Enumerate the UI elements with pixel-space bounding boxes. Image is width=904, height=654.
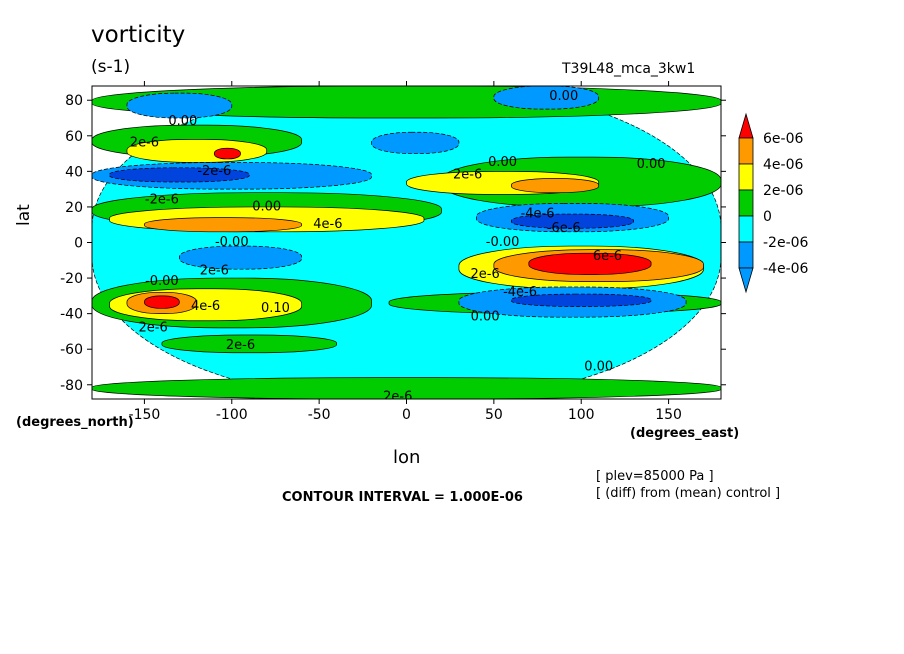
contour-region-orange [510,178,600,194]
x-tick-label: -50 [308,407,331,423]
contour-label: 2e-6 [226,338,255,353]
x-axis-label: lon [393,447,421,468]
contour-label: 0.00 [584,359,613,374]
x-tick-label: 50 [485,407,503,423]
units-label: (s-1) [91,57,131,77]
contour-label: 0.00 [637,157,666,172]
contour-label: 4e-6 [313,217,342,232]
contour-region-green [161,334,337,354]
contour-interval-note: CONTOUR INTERVAL = 1.000E-06 [282,490,523,505]
contour-label: 2e-6 [453,167,482,182]
contour-label: -0.00 [215,235,249,250]
contour-label: 2e-6 [139,320,168,335]
plev-note: [ plev=85000 Pa ] [596,469,714,484]
contour-label: 6e-6 [593,249,622,264]
colorbar-band-orange [738,137,754,165]
colorbar-band-yellow [738,163,754,191]
contour-label: 0.00 [168,114,197,129]
contour-label: 2e-6 [471,267,500,282]
colorbar-band-green [738,189,754,217]
colorbar-band-cyan [738,215,754,243]
x-tick-label: 150 [655,407,682,423]
contour-region-orange [144,217,303,233]
contour-label: 0.00 [471,310,500,325]
y-tick-label: 0 [74,236,83,252]
contour-region-darkblue [510,293,652,307]
y-tick-label: 60 [65,129,83,145]
contour-label: -0.00 [145,274,179,289]
x-tick-label: 100 [568,407,595,423]
lat-units-label: (degrees_north) [16,415,134,430]
colorbar-label: -4e-06 [763,261,809,277]
colorbar-top-arrow [738,112,754,139]
contour-label: 2e-6 [200,263,229,278]
contour-region-darkblue [109,167,250,183]
contour-label: 4e-6 [191,299,220,314]
contour-label: 0.10 [261,301,290,316]
contour-region-blue [493,86,600,110]
contour-region-red [528,252,652,275]
contour-region-blue [371,131,460,154]
plot-area: 0.00 2e-6 -2e-6 -2e-6 0.00 4e-6 -0.00 2e-6 -0.00… [91,85,722,405]
y-tick-label: -80 [60,378,83,394]
x-tick-label: -150 [129,407,161,423]
contour-label: 0.00 [488,155,517,170]
contour-region-blue [179,245,303,270]
contour-label: 0.00 [252,199,281,214]
chart-title: vorticity [91,22,186,48]
run-name: T39L48_mca_3kw1 [562,61,696,77]
contour-label: 2e-6 [130,135,159,150]
contour-label: -4e-6 [503,285,537,300]
contour-label: 2e-6 [383,390,412,405]
contour-region-blue [126,92,233,119]
axes: -150 -100 -50 0 50 100 150 80 60 40 20 0 -20 -40 -60 -8… [60,81,726,423]
colorbar-label: 6e-06 [763,131,803,147]
colorbar-bottom-arrow [738,267,754,294]
lon-units-label: (degrees_east) [630,426,740,441]
colorbar-label: 0 [763,209,772,225]
colorbar: 6e-06 4e-06 2e-06 0 -2e-06 -4e-06 [738,112,809,294]
x-tick-label: -100 [216,407,248,423]
colorbar-label: 2e-06 [763,183,803,199]
colorbar-band-blue [738,241,754,269]
y-tick-label: -40 [60,307,83,323]
y-tick-label: -20 [60,271,83,287]
contour-label: 0.00 [549,89,578,104]
contour-label: -0.00 [486,235,520,250]
y-tick-label: 20 [65,200,83,216]
y-axis-label: lat [14,204,34,226]
contour-label: -4e-6 [521,207,555,222]
contour-label: -2e-6 [145,192,179,207]
y-tick-label: 40 [65,164,83,180]
contour-label: -6e-6 [547,221,581,236]
colorbar-label: -2e-06 [763,235,809,251]
colorbar-label: 4e-06 [763,157,803,173]
contour-region-red [213,147,241,160]
y-tick-label: -60 [60,342,83,358]
y-tick-label: 80 [65,93,83,109]
diff-note: [ (diff) from (mean) control ] [596,486,781,501]
contour-region-red [144,295,180,309]
contour-region-darkblue [510,213,634,229]
x-tick-label: 0 [402,407,411,423]
contour-label: -2e-6 [197,164,231,179]
